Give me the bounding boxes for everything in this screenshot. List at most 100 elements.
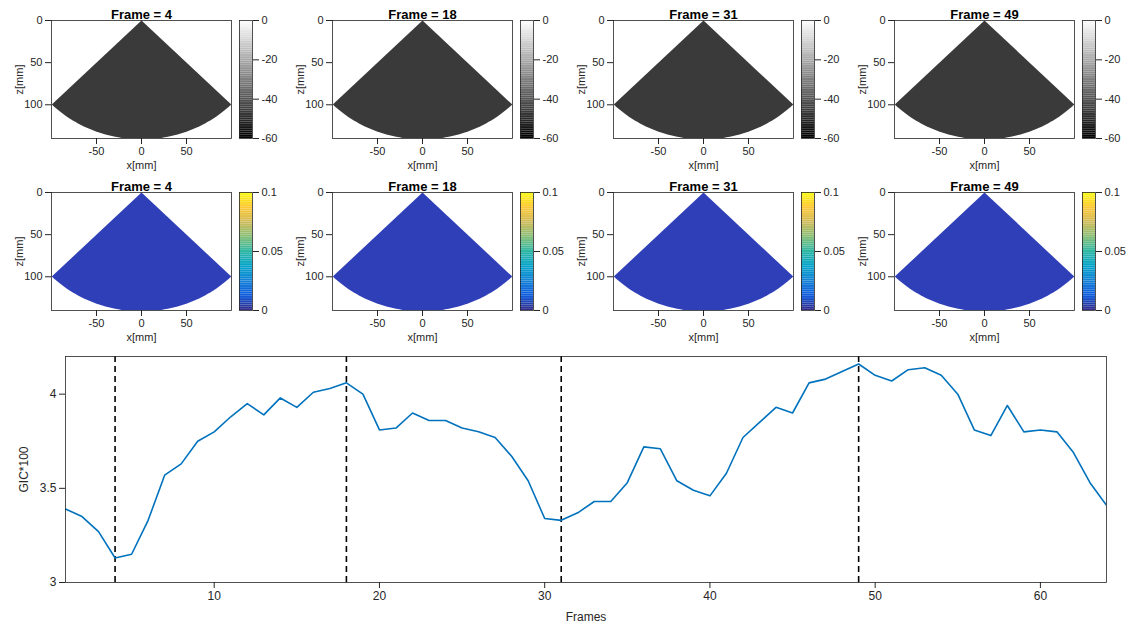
svg-text:-50: -50 (89, 145, 105, 157)
svg-text:0: 0 (700, 317, 706, 329)
svg-text:60: 60 (1034, 589, 1048, 603)
svg-text:0.1: 0.1 (262, 186, 277, 198)
svg-text:3: 3 (50, 575, 57, 589)
svg-text:Frame = 31: Frame = 31 (669, 179, 737, 194)
svg-text:z[mm]: z[mm] (575, 237, 587, 267)
svg-text:-20: -20 (824, 53, 840, 65)
svg-text:Frame = 49: Frame = 49 (950, 7, 1018, 22)
svg-text:0: 0 (317, 14, 323, 26)
svg-text:z[mm]: z[mm] (294, 65, 306, 95)
svg-text:0: 0 (36, 14, 42, 26)
svg-text:3.5: 3.5 (40, 481, 57, 495)
svg-text:0: 0 (262, 14, 268, 26)
svg-text:50: 50 (873, 56, 885, 68)
svg-text:0: 0 (138, 317, 144, 329)
svg-text:0: 0 (824, 304, 830, 316)
svg-text:0: 0 (598, 186, 604, 198)
svg-text:50: 50 (461, 145, 473, 157)
svg-text:50: 50 (1023, 317, 1035, 329)
svg-text:z[mm]: z[mm] (13, 65, 25, 95)
svg-text:z[mm]: z[mm] (294, 237, 306, 267)
svg-text:x[mm]: x[mm] (970, 159, 1000, 171)
svg-text:20: 20 (373, 589, 387, 603)
svg-text:0.05: 0.05 (824, 245, 845, 257)
svg-text:100: 100 (305, 270, 323, 282)
svg-text:50: 50 (30, 56, 42, 68)
svg-text:-50: -50 (932, 145, 948, 157)
svg-text:x[mm]: x[mm] (127, 331, 157, 343)
svg-text:10: 10 (208, 589, 222, 603)
svg-text:100: 100 (586, 98, 604, 110)
svg-text:0.05: 0.05 (543, 245, 564, 257)
svg-text:0: 0 (543, 14, 549, 26)
svg-text:-20: -20 (262, 53, 278, 65)
svg-text:0.1: 0.1 (824, 186, 839, 198)
svg-text:-50: -50 (370, 317, 386, 329)
svg-text:x[mm]: x[mm] (689, 331, 719, 343)
svg-text:0: 0 (879, 14, 885, 26)
svg-text:0: 0 (1105, 14, 1111, 26)
svg-text:Frame = 4: Frame = 4 (111, 7, 173, 22)
svg-text:-50: -50 (370, 145, 386, 157)
svg-text:x[mm]: x[mm] (127, 159, 157, 171)
svg-text:GIC*100: GIC*100 (17, 446, 31, 492)
svg-text:50: 50 (1023, 145, 1035, 157)
svg-text:50: 50 (592, 56, 604, 68)
svg-text:50: 50 (592, 228, 604, 240)
svg-text:0.1: 0.1 (543, 186, 558, 198)
svg-text:Frame = 18: Frame = 18 (388, 7, 456, 22)
svg-text:100: 100 (24, 98, 42, 110)
svg-text:-60: -60 (543, 132, 559, 144)
svg-text:0: 0 (419, 317, 425, 329)
svg-text:-60: -60 (262, 132, 278, 144)
svg-text:100: 100 (24, 270, 42, 282)
svg-text:0: 0 (262, 304, 268, 316)
svg-text:z[mm]: z[mm] (856, 65, 868, 95)
svg-text:40: 40 (703, 589, 717, 603)
svg-text:Frames: Frames (566, 610, 607, 624)
svg-text:0.05: 0.05 (1105, 245, 1126, 257)
svg-text:-50: -50 (89, 317, 105, 329)
svg-text:-50: -50 (932, 317, 948, 329)
svg-text:100: 100 (586, 270, 604, 282)
svg-text:50: 50 (311, 228, 323, 240)
svg-text:Frame = 31: Frame = 31 (669, 7, 737, 22)
svg-text:0: 0 (598, 14, 604, 26)
svg-text:z[mm]: z[mm] (13, 237, 25, 267)
svg-text:50: 50 (180, 317, 192, 329)
svg-text:0.1: 0.1 (1105, 186, 1120, 198)
svg-text:-20: -20 (1105, 53, 1121, 65)
svg-text:-20: -20 (543, 53, 559, 65)
svg-text:x[mm]: x[mm] (689, 159, 719, 171)
svg-text:0: 0 (543, 304, 549, 316)
svg-text:0.05: 0.05 (262, 245, 283, 257)
svg-text:-50: -50 (651, 145, 667, 157)
svg-text:100: 100 (867, 270, 885, 282)
svg-text:50: 50 (742, 317, 754, 329)
svg-text:0: 0 (419, 145, 425, 157)
svg-text:0: 0 (36, 186, 42, 198)
svg-text:50: 50 (461, 317, 473, 329)
svg-text:-40: -40 (262, 93, 278, 105)
svg-text:50: 50 (180, 145, 192, 157)
svg-text:0: 0 (981, 317, 987, 329)
svg-text:0: 0 (700, 145, 706, 157)
svg-text:0: 0 (981, 145, 987, 157)
svg-text:Frame = 18: Frame = 18 (388, 179, 456, 194)
svg-text:50: 50 (742, 145, 754, 157)
svg-text:100: 100 (867, 98, 885, 110)
svg-text:-40: -40 (1105, 93, 1121, 105)
svg-text:100: 100 (305, 98, 323, 110)
svg-text:x[mm]: x[mm] (408, 331, 438, 343)
svg-text:z[mm]: z[mm] (575, 65, 587, 95)
svg-text:50: 50 (311, 56, 323, 68)
svg-text:0: 0 (317, 186, 323, 198)
svg-text:-50: -50 (651, 317, 667, 329)
svg-text:0: 0 (138, 145, 144, 157)
svg-text:50: 50 (873, 228, 885, 240)
svg-text:x[mm]: x[mm] (408, 159, 438, 171)
svg-text:z[mm]: z[mm] (856, 237, 868, 267)
svg-text:0: 0 (824, 14, 830, 26)
svg-text:0: 0 (1105, 304, 1111, 316)
svg-text:-60: -60 (824, 132, 840, 144)
